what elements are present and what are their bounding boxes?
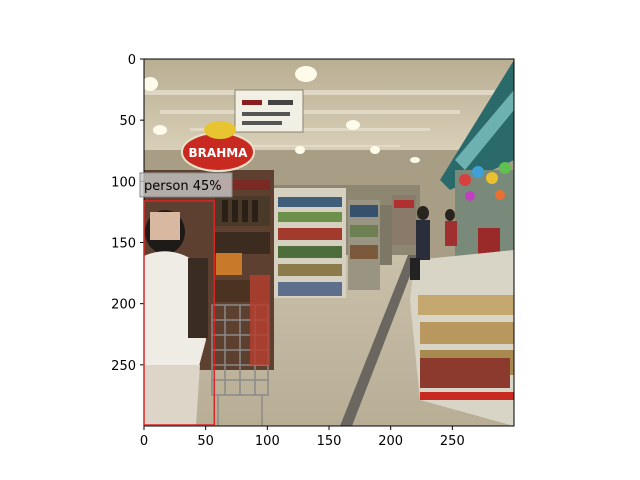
y-tick-label: 200 xyxy=(111,298,136,313)
y-axis: 0 50 100 150 200 250 xyxy=(111,53,144,374)
brand-sign-text: BRAHMA xyxy=(189,146,249,160)
y-tick-label: 0 xyxy=(128,53,136,68)
x-tick-label: 250 xyxy=(440,434,465,449)
y-tick-label: 100 xyxy=(111,175,136,190)
y-tick-label: 50 xyxy=(119,114,136,129)
x-axis: 0 50 100 150 200 250 xyxy=(140,426,465,449)
y-tick-label: 150 xyxy=(111,237,136,252)
detection-label: person 45% xyxy=(144,179,222,194)
x-tick-label: 150 xyxy=(317,434,342,449)
detections: person 45% xyxy=(139,172,233,426)
x-tick-label: 0 xyxy=(140,434,148,449)
detection-label-background xyxy=(139,172,233,198)
y-tick-label: 250 xyxy=(111,359,136,374)
x-tick-label: 100 xyxy=(255,434,280,449)
store-photo: BRAHMA xyxy=(144,59,514,426)
x-tick-label: 200 xyxy=(378,434,403,449)
x-tick-label: 50 xyxy=(197,434,214,449)
detection-box xyxy=(143,200,216,426)
